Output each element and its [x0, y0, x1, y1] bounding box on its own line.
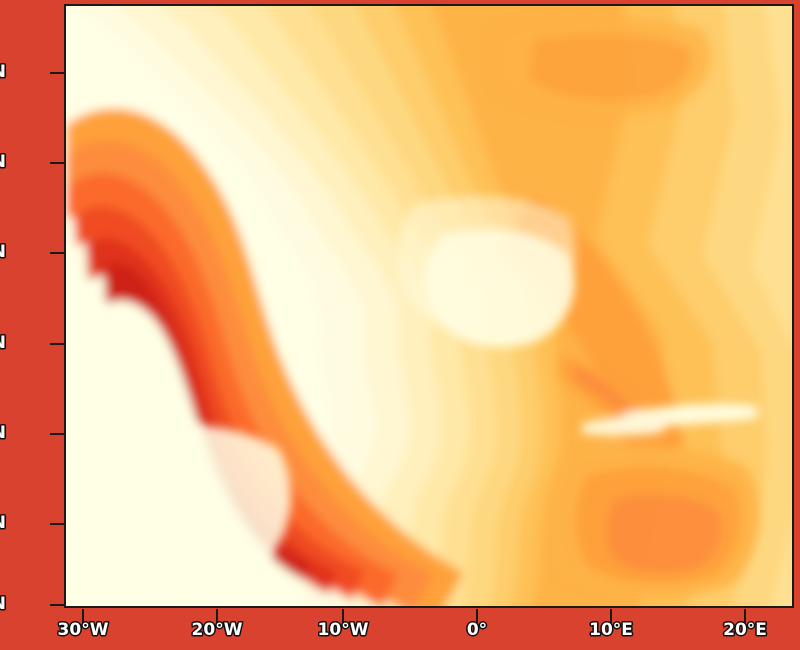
y-tick-mark — [50, 252, 64, 254]
x-tick-mark — [82, 609, 84, 623]
x-tick-label: 10°E — [588, 619, 634, 641]
y-tick-label: 30°N — [0, 593, 7, 615]
x-tick-mark — [216, 609, 218, 623]
y-tick-mark — [50, 604, 64, 606]
y-tick-label: 40°N — [0, 422, 7, 444]
x-tick-label: 30°W — [56, 619, 109, 641]
y-tick-mark — [50, 523, 64, 525]
x-tick-mark — [610, 609, 612, 623]
x-tick-mark — [476, 609, 478, 623]
x-tick-label: 20°E — [722, 619, 768, 641]
y-tick-label: 50°N — [0, 241, 7, 263]
y-tick-label: 60°N — [0, 61, 7, 83]
y-tick-mark — [50, 343, 64, 345]
y-tick-mark — [50, 72, 64, 74]
x-tick-mark — [744, 609, 746, 623]
x-tick-mark — [342, 609, 344, 623]
y-tick-mark — [50, 433, 64, 435]
y-tick-label: 55°N — [0, 151, 7, 173]
y-tick-label: 45°N — [0, 332, 7, 354]
y-tick-label: 35°N — [0, 512, 7, 534]
plot-area[interactable] — [64, 4, 794, 608]
x-tick-label: 0° — [466, 619, 489, 641]
filled-contour-plot — [66, 6, 792, 606]
y-tick-mark — [50, 162, 64, 164]
x-tick-label: 10°W — [316, 619, 369, 641]
x-tick-label: 20°W — [190, 619, 243, 641]
